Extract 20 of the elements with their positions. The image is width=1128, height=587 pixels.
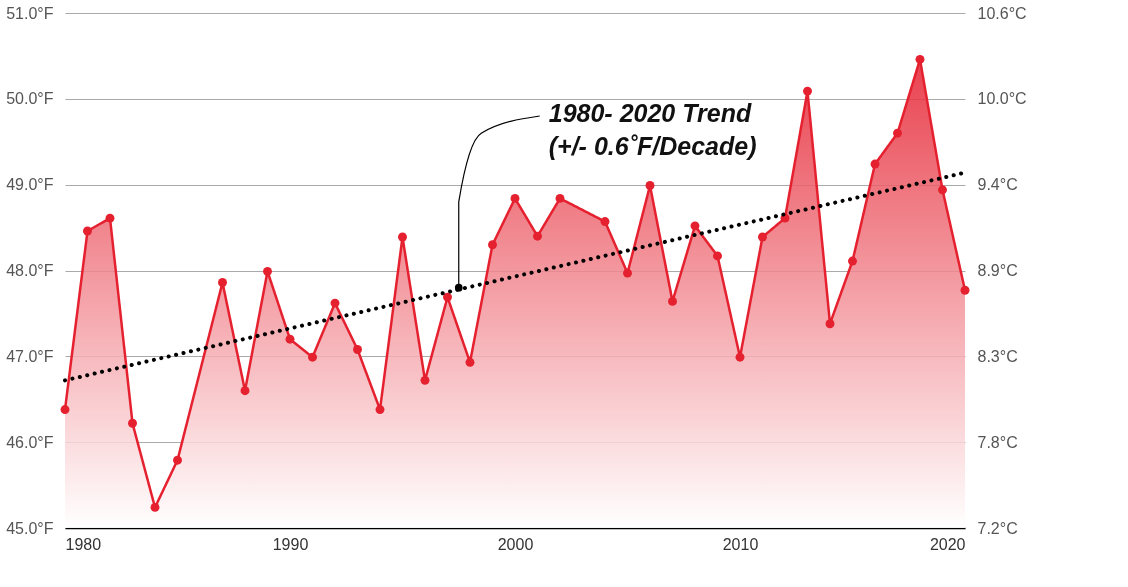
y-tick-label: 51.0°F [6,4,54,22]
y2-tick-label: 9.4°C [977,176,1018,194]
y2-tick-label: 7.8°C [977,433,1018,451]
y-tick-label: 45.0°F [6,519,54,537]
y2-tick-label: 8.9°C [977,262,1018,279]
x-tick-label: 2020 [929,535,966,553]
y-tick-label: 47.0°F [6,347,54,365]
annotation: 1980- 2020 Trend (+/- 0.6˚F/Decade) [548,99,757,160]
y2-tick-label: 10.6°C [977,4,1027,22]
y-tick-label: 50.0°F [6,90,54,108]
x-tick-label: 1980 [65,535,102,553]
y2-tick-label: 7.2°C [977,519,1018,537]
y-tick-label: 48.0°F [6,262,54,279]
x-tick-label: 2000 [497,535,534,553]
y-tick-label: 49.0°F [6,176,54,194]
x-tick-label: 2010 [722,535,759,553]
x-tick-label: 1990 [272,535,309,553]
y2-tick-label: 10.0°C [977,90,1027,108]
y2-tick-label: 8.3°C [977,347,1018,365]
y-tick-label: 46.0°F [6,433,54,451]
